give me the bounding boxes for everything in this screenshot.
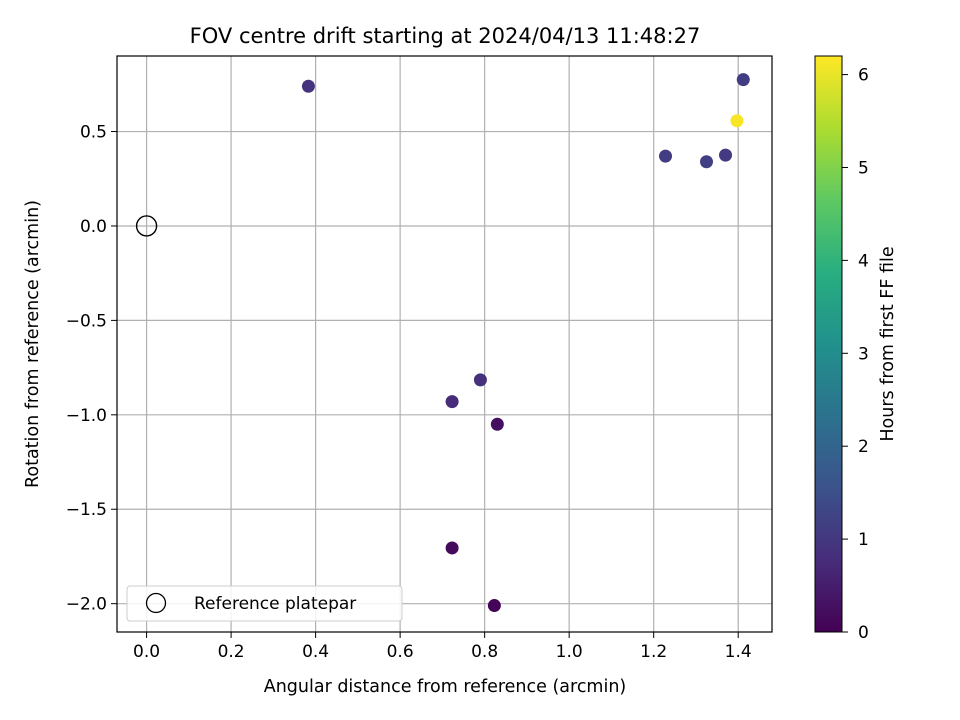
data-point <box>700 155 713 169</box>
colorbar-tick-label: 6 <box>858 66 869 86</box>
x-tick-label: 0.2 <box>218 642 245 662</box>
data-point <box>736 73 750 87</box>
colorbar-ticks: 0 1 2 3 4 5 6 <box>842 66 869 643</box>
data-point <box>301 79 315 93</box>
x-tick-label: 1.4 <box>725 642 752 662</box>
data-point <box>445 395 459 409</box>
colorbar-tick-label: 4 <box>858 251 869 271</box>
colorbar-tick-label: 3 <box>858 344 869 364</box>
colorbar <box>814 55 843 633</box>
colorbar-tick-label: 5 <box>858 158 869 178</box>
y-tick-label: 0.0 <box>80 217 107 237</box>
y-tick-label: −0.5 <box>66 311 107 331</box>
x-tick-label: 1.2 <box>640 642 667 662</box>
x-tick-label: 1.0 <box>556 642 583 662</box>
y-tick-label: −1.0 <box>66 406 107 426</box>
plot-frame <box>116 55 773 633</box>
data-point <box>659 149 673 163</box>
legend-box <box>126 585 403 622</box>
y-tick-label: −2.0 <box>66 595 107 615</box>
x-axis-ticks: 0.0 0.2 0.4 0.6 0.8 1.0 1.2 1.4 <box>133 632 752 662</box>
colorbar-label: Hours from first FF file <box>878 246 898 441</box>
data-point <box>719 148 733 162</box>
legend: Reference platepar <box>126 585 403 622</box>
x-tick-label: 0.6 <box>387 642 414 662</box>
x-tick-label: 0.8 <box>471 642 498 662</box>
x-tick-label: 0.4 <box>302 642 329 662</box>
colorbar-tick-label: 0 <box>858 623 869 643</box>
data-point <box>490 417 504 431</box>
data-point <box>487 599 501 613</box>
legend-reference-label: Reference platepar <box>194 594 356 614</box>
data-point <box>445 541 459 555</box>
y-tick-label: −1.5 <box>66 500 107 520</box>
grid-lines <box>117 56 772 632</box>
x-tick-label: 0.0 <box>133 642 160 662</box>
colorbar-tick-label: 1 <box>858 530 869 550</box>
legend-reference-marker <box>145 592 167 614</box>
y-tick-label: 0.5 <box>80 123 107 143</box>
data-point <box>473 373 487 387</box>
x-axis-label: Angular distance from reference (arcmin) <box>264 677 627 697</box>
data-points <box>135 73 750 613</box>
colorbar-tick-label: 2 <box>858 437 869 457</box>
y-axis-label: Rotation from reference (arcmin) <box>23 200 43 488</box>
chart-title: FOV centre drift starting at 2024/04/13 … <box>190 24 701 48</box>
data-point <box>730 114 744 128</box>
y-axis-ticks: 0.5 0.0 −0.5 −1.0 −1.5 −2.0 <box>66 123 117 615</box>
reference-platepar-marker <box>135 215 158 237</box>
